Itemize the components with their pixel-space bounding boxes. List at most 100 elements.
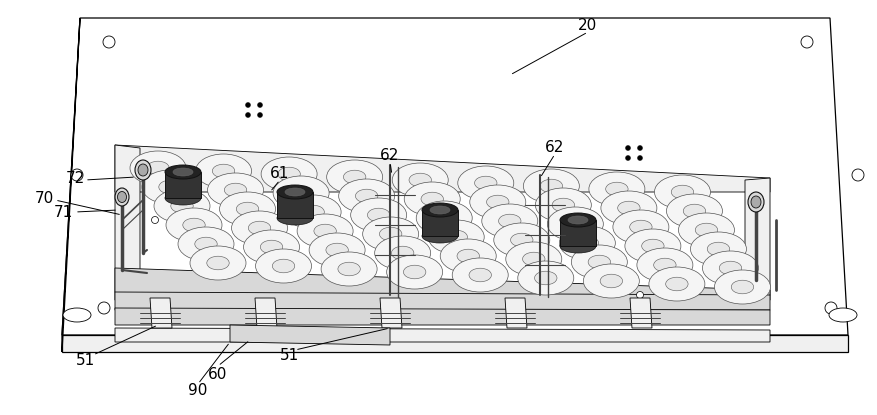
Polygon shape (254, 298, 276, 328)
Text: 51: 51 (280, 347, 299, 362)
Polygon shape (62, 18, 80, 352)
Text: 62: 62 (545, 139, 564, 154)
Circle shape (624, 156, 630, 161)
Ellipse shape (605, 182, 627, 196)
Ellipse shape (285, 195, 341, 229)
Circle shape (637, 156, 642, 161)
Ellipse shape (534, 271, 556, 285)
Polygon shape (115, 268, 769, 300)
Ellipse shape (225, 183, 246, 197)
Ellipse shape (309, 233, 365, 267)
Ellipse shape (498, 214, 520, 228)
Polygon shape (630, 298, 652, 328)
Ellipse shape (182, 218, 205, 232)
Polygon shape (115, 328, 769, 342)
Ellipse shape (171, 199, 193, 213)
Circle shape (71, 169, 83, 181)
Ellipse shape (682, 204, 705, 218)
Ellipse shape (731, 280, 752, 294)
Ellipse shape (481, 204, 538, 238)
Ellipse shape (159, 180, 181, 194)
Polygon shape (504, 298, 526, 328)
Ellipse shape (486, 195, 509, 209)
Ellipse shape (367, 208, 389, 222)
Ellipse shape (362, 217, 418, 251)
Ellipse shape (665, 277, 688, 291)
Ellipse shape (588, 255, 610, 269)
Ellipse shape (517, 261, 574, 295)
Ellipse shape (714, 270, 769, 304)
Circle shape (851, 169, 863, 181)
Circle shape (824, 302, 836, 314)
Ellipse shape (535, 188, 591, 222)
Ellipse shape (379, 227, 402, 241)
Ellipse shape (118, 191, 126, 203)
Polygon shape (380, 298, 402, 328)
Ellipse shape (321, 252, 377, 286)
Ellipse shape (678, 213, 733, 247)
Ellipse shape (260, 240, 282, 254)
Ellipse shape (195, 237, 217, 251)
Text: 60: 60 (208, 366, 227, 381)
Ellipse shape (559, 226, 615, 260)
Ellipse shape (403, 182, 460, 216)
Ellipse shape (374, 236, 431, 270)
Polygon shape (115, 292, 769, 310)
Ellipse shape (671, 185, 693, 199)
Ellipse shape (325, 243, 348, 257)
Ellipse shape (142, 170, 198, 204)
Circle shape (756, 281, 763, 288)
Text: 70: 70 (34, 190, 53, 205)
Ellipse shape (135, 160, 151, 180)
Ellipse shape (207, 173, 263, 207)
Ellipse shape (386, 255, 442, 289)
Ellipse shape (212, 164, 234, 178)
Ellipse shape (493, 223, 549, 257)
Ellipse shape (339, 179, 395, 213)
Ellipse shape (178, 227, 234, 261)
Ellipse shape (560, 239, 595, 253)
Ellipse shape (702, 251, 758, 285)
Circle shape (154, 307, 161, 313)
Ellipse shape (392, 163, 448, 197)
Text: 62: 62 (380, 147, 399, 163)
Ellipse shape (207, 256, 229, 270)
Ellipse shape (138, 164, 148, 176)
Ellipse shape (439, 239, 496, 273)
Ellipse shape (617, 201, 639, 215)
Circle shape (98, 302, 110, 314)
Ellipse shape (416, 201, 472, 235)
Text: 72: 72 (65, 171, 84, 186)
Polygon shape (115, 308, 769, 325)
Polygon shape (115, 145, 139, 292)
Ellipse shape (612, 210, 668, 244)
Ellipse shape (648, 267, 704, 301)
Ellipse shape (707, 242, 729, 256)
Ellipse shape (338, 262, 360, 276)
Ellipse shape (166, 208, 222, 242)
Ellipse shape (355, 189, 377, 203)
Polygon shape (62, 335, 847, 352)
Circle shape (246, 103, 250, 107)
Text: 20: 20 (578, 17, 597, 32)
Ellipse shape (276, 211, 312, 225)
Ellipse shape (600, 274, 622, 288)
Ellipse shape (432, 211, 455, 225)
Ellipse shape (243, 230, 299, 264)
Circle shape (386, 305, 393, 312)
Circle shape (257, 112, 262, 117)
Ellipse shape (523, 169, 579, 203)
Ellipse shape (196, 154, 252, 188)
Ellipse shape (260, 157, 317, 191)
Circle shape (103, 36, 115, 48)
Ellipse shape (452, 258, 508, 292)
Ellipse shape (219, 192, 275, 226)
Ellipse shape (457, 166, 513, 200)
Polygon shape (276, 192, 312, 218)
Ellipse shape (457, 249, 479, 263)
Polygon shape (230, 325, 389, 345)
Polygon shape (62, 18, 847, 335)
Ellipse shape (296, 214, 353, 248)
Ellipse shape (567, 216, 588, 224)
Ellipse shape (828, 308, 856, 322)
